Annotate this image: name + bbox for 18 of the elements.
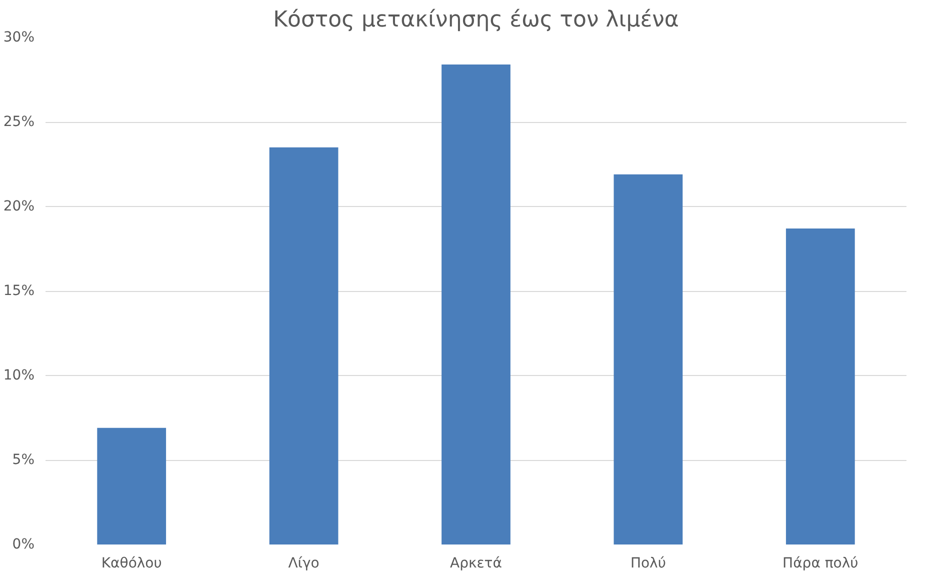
bar — [442, 64, 510, 544]
bar — [97, 428, 166, 544]
y-tick-label: 25% — [3, 114, 35, 130]
x-tick-label: Πάρα πολύ — [782, 556, 858, 572]
bar — [786, 228, 855, 544]
y-tick-label: 20% — [3, 198, 35, 214]
y-tick-label: 5% — [12, 452, 35, 468]
y-tick-label: 0% — [12, 536, 35, 552]
y-tick-label: 30% — [3, 30, 35, 46]
x-tick-label: Αρκετά — [450, 556, 502, 572]
y-tick-label: 10% — [3, 368, 35, 384]
bar — [614, 174, 683, 544]
x-tick-label: Πολύ — [630, 556, 666, 572]
x-tick-label: Καθόλου — [101, 556, 162, 572]
x-tick-label: Λίγο — [288, 556, 320, 572]
bar — [269, 147, 338, 544]
y-tick-label: 15% — [3, 283, 35, 299]
chart-title: Κόστος μετακίνησης έως τον λιμένα — [273, 8, 679, 32]
